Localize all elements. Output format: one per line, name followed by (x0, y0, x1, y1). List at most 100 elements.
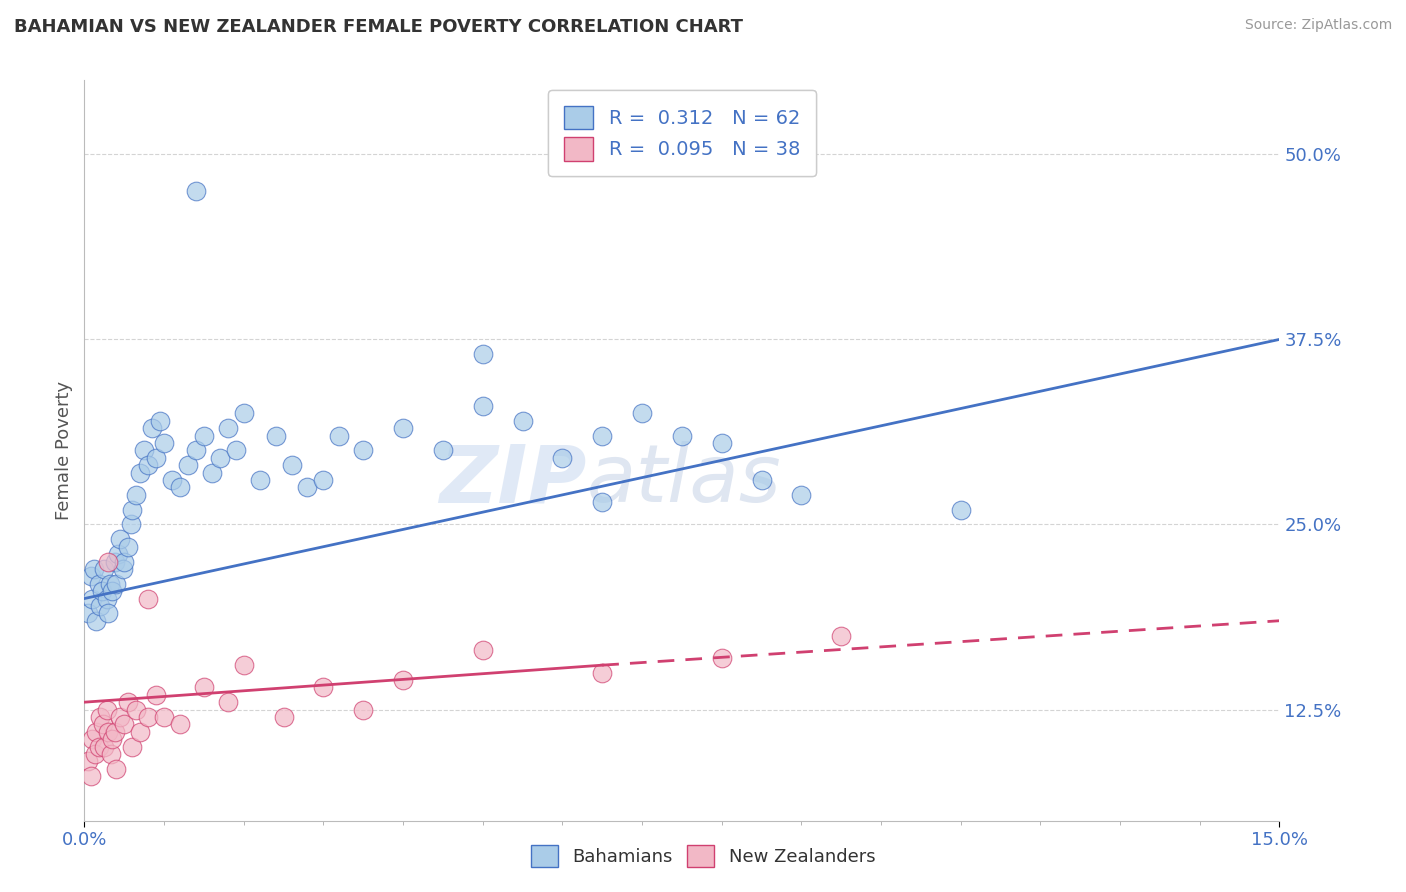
Point (432, 443, 454, 458)
Point (160, 473, 183, 487)
Point (145, 688, 167, 702)
Point (121, 502, 143, 516)
Legend: R =  0.312   N = 62, R =  0.095   N = 38: R = 0.312 N = 62, R = 0.095 N = 38 (548, 90, 815, 177)
Point (297, 481, 319, 495)
Point (153, 710, 176, 724)
Point (98, 576, 121, 591)
Point (328, 428, 350, 442)
Point (136, 591, 159, 606)
Point (392, 673, 415, 687)
Point (280, 458, 302, 473)
Point (129, 724, 152, 739)
Point (125, 488, 148, 502)
Point (101, 584, 124, 599)
Point (104, 724, 127, 739)
Point (107, 547, 129, 561)
Point (512, 414, 534, 428)
Point (89, 599, 111, 613)
Point (93, 562, 115, 576)
Point (273, 710, 295, 724)
Point (77, 607, 100, 621)
Point (83, 747, 105, 761)
Point (312, 473, 335, 487)
Point (471, 643, 494, 657)
Point (249, 473, 271, 487)
Point (100, 747, 122, 761)
Point (82, 591, 104, 606)
Point (232, 407, 254, 421)
Point (82, 732, 104, 747)
Point (91, 717, 114, 731)
Point (790, 488, 813, 502)
Y-axis label: Female Poverty: Female Poverty (55, 381, 73, 520)
Point (710, 650, 733, 665)
Point (177, 458, 200, 473)
Point (352, 443, 374, 458)
Point (132, 443, 156, 458)
Point (232, 658, 254, 673)
Point (87, 576, 110, 591)
Point (105, 576, 128, 591)
Point (193, 681, 215, 695)
Point (830, 629, 852, 643)
Point (136, 458, 159, 473)
Point (121, 739, 143, 754)
Point (101, 732, 124, 747)
Point (89, 710, 111, 724)
Point (90, 584, 112, 599)
Point (97, 555, 120, 569)
Point (86, 724, 108, 739)
Legend: Bahamians, New Zealanders: Bahamians, New Zealanders (523, 838, 883, 874)
Point (471, 399, 494, 413)
Point (225, 443, 247, 458)
Point (551, 450, 574, 465)
Point (352, 703, 374, 717)
Point (112, 717, 135, 731)
Point (169, 481, 191, 495)
Point (208, 450, 231, 465)
Point (671, 428, 693, 442)
Point (591, 665, 613, 680)
Point (111, 562, 134, 576)
Point (141, 421, 163, 435)
Point (153, 436, 176, 450)
Point (110, 710, 132, 724)
Point (312, 681, 335, 695)
Point (80, 769, 103, 783)
Point (105, 762, 128, 776)
Point (97, 607, 120, 621)
Point (591, 495, 613, 509)
Point (217, 421, 239, 435)
Text: Source: ZipAtlas.com: Source: ZipAtlas.com (1244, 18, 1392, 32)
Point (184, 185, 207, 199)
Point (125, 703, 148, 717)
Point (149, 414, 172, 428)
Point (117, 540, 139, 554)
Point (117, 695, 139, 709)
Point (471, 347, 494, 361)
Point (136, 710, 159, 724)
Point (591, 428, 613, 442)
Point (87, 739, 110, 754)
Point (193, 428, 215, 442)
Point (80, 569, 103, 583)
Text: atlas: atlas (586, 441, 782, 519)
Text: BAHAMIAN VS NEW ZEALANDER FEMALE POVERTY CORRELATION CHART: BAHAMIAN VS NEW ZEALANDER FEMALE POVERTY… (14, 18, 742, 36)
Point (93, 739, 115, 754)
Point (96, 591, 118, 606)
Point (83, 562, 105, 576)
Point (97, 724, 120, 739)
Text: ZIP: ZIP (439, 441, 586, 519)
Point (217, 695, 239, 709)
Point (631, 407, 654, 421)
Point (129, 466, 152, 480)
Point (169, 717, 191, 731)
Point (96, 703, 118, 717)
Point (751, 473, 773, 487)
Point (77, 755, 100, 769)
Point (145, 450, 167, 465)
Point (110, 533, 132, 547)
Point (201, 466, 224, 480)
Point (184, 443, 207, 458)
Point (86, 614, 108, 628)
